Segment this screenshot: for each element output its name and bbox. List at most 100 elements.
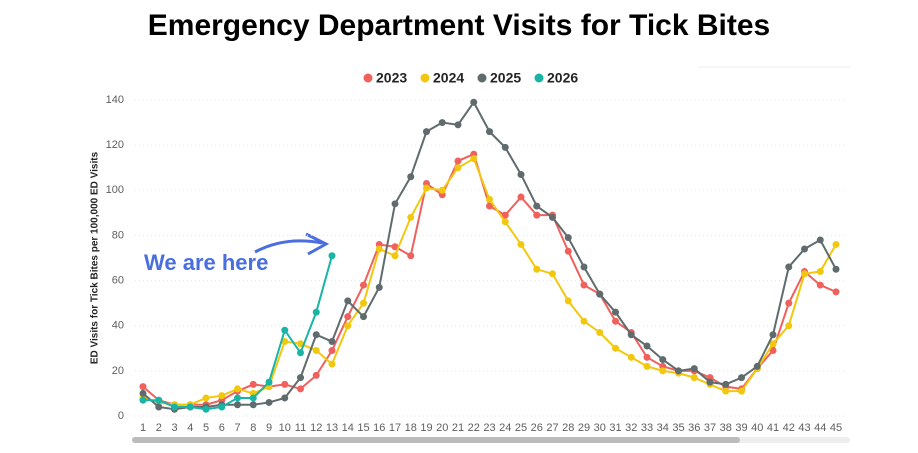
x-tick-label: 37: [704, 422, 716, 434]
data-point: [186, 403, 194, 411]
series-line: [142, 157, 837, 406]
x-tick-label: 24: [499, 422, 511, 434]
legend-marker: [420, 73, 430, 83]
data-point: [423, 184, 430, 192]
data-point: [643, 353, 651, 361]
data-point: [391, 252, 399, 260]
legend-marker: [363, 73, 373, 83]
data-point: [832, 288, 840, 296]
data-point: [690, 365, 698, 373]
x-tick-label: 17: [389, 422, 401, 434]
data-point: [564, 234, 572, 242]
data-point: [564, 297, 572, 305]
data-point: [533, 265, 541, 273]
x-tick-label: 39: [735, 422, 747, 434]
x-tick-label: 12: [310, 422, 322, 434]
x-tick-label: 40: [751, 422, 763, 434]
y-tick-label: 20: [112, 365, 124, 377]
annotation: We are here: [144, 250, 268, 275]
data-point: [328, 252, 336, 260]
series-line: [142, 152, 837, 406]
data-point: [297, 374, 304, 382]
data-point: [832, 240, 840, 248]
data-point: [596, 290, 604, 298]
x-tick-label: 27: [546, 422, 558, 434]
legend-label: 2023: [376, 70, 407, 86]
data-point: [155, 396, 163, 404]
data-point: [360, 313, 367, 321]
data-point: [517, 170, 525, 178]
data-point: [501, 211, 509, 219]
data-point: [533, 202, 541, 210]
x-tick-label: 29: [578, 422, 590, 434]
data-point: [454, 164, 462, 172]
data-point: [202, 394, 210, 402]
data-point: [486, 128, 493, 136]
data-point: [265, 378, 273, 386]
data-point: [281, 394, 289, 402]
data-point: [675, 367, 682, 375]
data-point: [769, 347, 777, 355]
x-tick-label: 20: [436, 422, 448, 434]
data-point: [659, 356, 667, 364]
y-tick-label: 60: [112, 274, 124, 286]
data-point: [438, 119, 446, 127]
data-point: [139, 383, 147, 391]
data-point: [171, 403, 178, 411]
data-point: [722, 380, 730, 388]
data-point: [438, 186, 446, 194]
x-tick-label: 41: [767, 422, 779, 434]
x-tick-label: 44: [814, 422, 826, 434]
data-point: [155, 403, 163, 411]
data-point: [549, 270, 556, 278]
data-point: [612, 344, 619, 352]
data-point: [738, 374, 745, 382]
data-point: [643, 342, 651, 350]
data-point: [344, 322, 352, 330]
x-tick-label: 38: [720, 422, 732, 434]
data-point: [486, 202, 493, 210]
x-tick-label: 8: [250, 422, 256, 434]
data-point: [234, 401, 241, 409]
data-point: [517, 193, 525, 201]
data-point: [706, 378, 714, 386]
y-axis-label: ED Visits for Tick Bites per 100,000 ED …: [90, 151, 101, 364]
data-point: [281, 380, 289, 388]
data-point: [785, 263, 793, 271]
data-point: [265, 398, 273, 406]
y-tick-label: 0: [118, 410, 124, 422]
y-tick-label: 80: [112, 229, 124, 241]
x-tick-label: 14: [342, 422, 354, 434]
data-point: [659, 367, 667, 375]
x-tick-label: 1: [140, 422, 146, 434]
data-point: [801, 245, 808, 253]
data-point: [470, 155, 478, 163]
legend-marker: [534, 73, 544, 83]
data-point: [249, 394, 257, 402]
data-point: [312, 308, 320, 316]
data-point: [517, 240, 525, 248]
annotation-arrow: [254, 239, 323, 254]
x-tick-label: 22: [468, 422, 480, 434]
data-point: [564, 247, 572, 255]
data-point: [801, 270, 808, 278]
data-point: [627, 331, 635, 339]
data-point: [612, 317, 619, 325]
chart-title: Emergency Department Visits for Tick Bit…: [148, 9, 770, 42]
data-point: [312, 331, 320, 339]
x-tick-label: 43: [798, 422, 810, 434]
data-point: [486, 195, 493, 203]
data-point: [580, 317, 588, 325]
x-tick-label: 18: [405, 422, 417, 434]
data-point: [344, 297, 352, 305]
x-tick-label: 4: [187, 422, 193, 434]
x-tick-label: 15: [357, 422, 369, 434]
x-tick-label: 2: [156, 422, 162, 434]
x-tick-label: 21: [452, 422, 464, 434]
scrollbar-thumb[interactable]: [132, 437, 740, 443]
x-tick-label: 10: [279, 422, 291, 434]
data-point: [533, 211, 541, 219]
data-point: [407, 252, 415, 260]
data-point: [722, 387, 730, 395]
data-point: [139, 389, 147, 397]
